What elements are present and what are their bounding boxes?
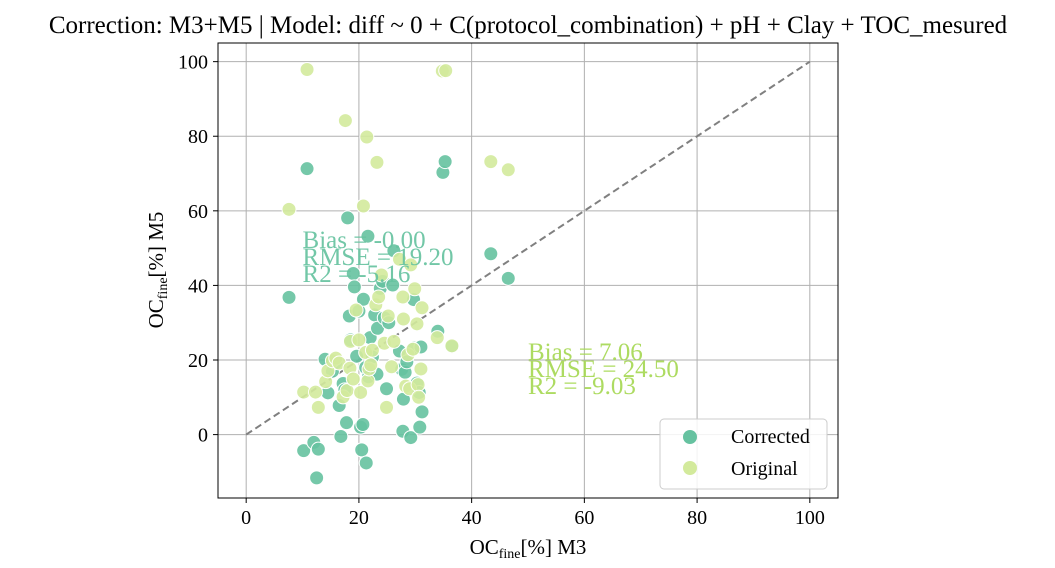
x-tick-label: 100 [795, 507, 825, 529]
point-original [337, 113, 353, 129]
point-original [308, 384, 324, 400]
point-corrected [339, 415, 355, 431]
x-tick-label: 80 [687, 507, 707, 529]
annotation-corrected-line: RMSE = 19.20 [303, 244, 454, 271]
y-tick-label: 60 [188, 201, 208, 223]
point-corrected [309, 470, 325, 486]
point-original [410, 377, 426, 393]
y-tick-label: 80 [188, 126, 208, 148]
point-original [500, 162, 516, 178]
grid-lines [218, 43, 838, 498]
point-corrected [360, 228, 376, 244]
point-original [379, 399, 395, 415]
point-original [281, 201, 297, 217]
point-original [348, 302, 364, 318]
point-corrected [483, 246, 499, 262]
point-original [345, 371, 361, 387]
identity-dashed-line [245, 60, 811, 436]
point-original [364, 342, 380, 358]
point-corrected [340, 210, 356, 226]
identity-line [245, 60, 811, 436]
point-original [413, 361, 429, 377]
point-original [369, 154, 385, 170]
point-corrected [414, 404, 430, 420]
y-tick-label: 20 [188, 350, 208, 372]
y-tick-label: 100 [178, 52, 208, 74]
point-corrected [379, 381, 395, 397]
legend-label-corrected: Corrected [731, 426, 810, 448]
x-tick-label: 0 [241, 507, 251, 529]
point-original [395, 311, 411, 327]
annotation-original-line: R2 = -9.03 [528, 373, 636, 400]
point-corrected [299, 161, 315, 177]
annotation-original-line: Bias = 7.06 [528, 339, 643, 366]
point-original [429, 330, 445, 346]
annotation-original-line: RMSE = 24.50 [528, 356, 679, 383]
point-corrected [437, 154, 453, 170]
point-original [359, 129, 375, 145]
point-original [363, 357, 379, 373]
plot-frame [217, 42, 839, 499]
annotation-corrected-line: R2 = -5.16 [303, 261, 411, 288]
point-original [386, 333, 402, 349]
point-corrected [355, 291, 371, 307]
original-points [281, 61, 516, 415]
point-corrected [310, 441, 326, 457]
x-axis-ticks: 0 20 40 60 80 100 [241, 498, 825, 529]
point-original [395, 289, 411, 305]
point-corrected [385, 277, 401, 293]
y-axis-label: OCfine[%] M5 [144, 212, 171, 329]
point-original [353, 384, 369, 400]
point-corrected [281, 289, 297, 305]
point-corrected [333, 428, 349, 444]
x-axis-label: OCfine[%] M3 [470, 535, 587, 562]
point-original [373, 267, 389, 283]
point-original [299, 61, 315, 77]
point-original [409, 316, 425, 332]
point-corrected [354, 442, 370, 458]
point-original [310, 399, 326, 415]
point-corrected [358, 455, 374, 471]
x-tick-label: 60 [574, 507, 594, 529]
point-original [371, 289, 387, 305]
y-tick-label: 40 [188, 275, 208, 297]
point-corrected [346, 279, 362, 295]
y-axis-ticks: 0 20 40 60 80 100 [178, 52, 218, 447]
point-original [444, 338, 460, 354]
point-original [403, 257, 419, 273]
legend: Corrected Original [659, 418, 828, 490]
point-corrected [412, 419, 428, 435]
legend-marker-original [683, 461, 697, 475]
annotation-corrected-line: Bias = -0.00 [303, 227, 426, 254]
point-original [351, 332, 367, 348]
point-original [380, 308, 396, 324]
legend-box [659, 418, 828, 490]
legend-label-original: Original [731, 458, 798, 480]
point-original [411, 389, 427, 405]
point-original [355, 198, 371, 214]
point-corrected [355, 417, 371, 433]
point-original [405, 341, 421, 357]
point-original [407, 281, 423, 297]
point-corrected [403, 430, 419, 446]
point-corrected [500, 270, 516, 286]
point-original [438, 63, 454, 79]
x-tick-label: 40 [462, 507, 482, 529]
point-original [483, 154, 499, 170]
point-original [384, 359, 400, 375]
point-corrected [296, 443, 312, 459]
point-original [414, 300, 430, 316]
chart-title: Correction: M3+M5 | Model: diff ~ 0 + C(… [49, 12, 1008, 39]
x-tick-label: 20 [349, 507, 369, 529]
legend-marker-corrected [683, 430, 697, 444]
y-tick-label: 0 [198, 425, 208, 447]
